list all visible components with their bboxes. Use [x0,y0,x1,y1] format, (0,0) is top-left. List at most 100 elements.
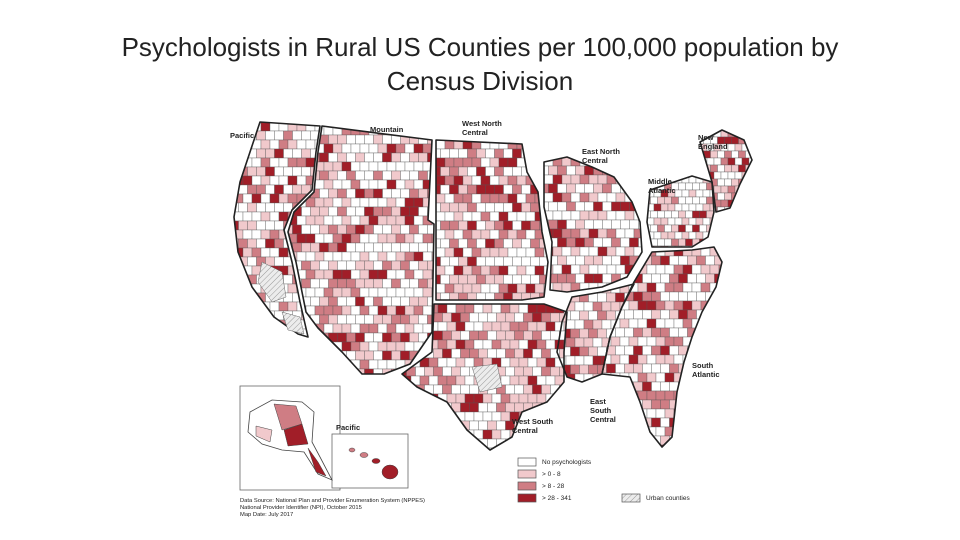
county-cell [442,348,452,359]
county-cell [422,269,433,280]
county-cell [731,206,739,212]
county-cell [673,282,684,293]
county-cell [660,381,670,392]
county-cell [410,411,421,422]
county-cell [464,375,475,386]
county-cell [350,215,361,226]
county-cell [451,312,461,323]
urban-county-area [471,363,503,393]
county-cell [570,346,580,357]
county-cell [741,157,750,166]
county-cell [682,444,693,447]
county-cell [337,188,347,199]
county-cell [569,439,578,448]
county-cell [700,408,711,419]
county-cell [491,447,502,450]
county-cell [489,265,500,276]
county-cell [507,211,518,222]
county-cell [455,304,466,314]
county-cell [328,134,338,145]
county-cell [314,305,325,316]
county-cell [514,312,524,323]
county-cell [422,305,433,316]
county-cell [413,287,424,298]
county-cell [260,175,271,186]
county-cell [377,197,388,208]
county-cell [386,341,397,352]
county-cell [494,148,504,159]
county-cell [619,408,630,419]
county-cell [682,408,693,419]
county-cell [681,217,690,226]
county-cell [559,402,567,413]
county-cell [570,364,580,375]
county-cell [373,350,383,361]
county-cell [667,203,676,212]
county-cell [593,237,603,248]
county-cell [592,337,603,348]
county-cell [561,210,572,221]
county-cell [337,278,347,289]
county-cell [602,444,612,447]
county-cell [427,224,434,235]
county-cell [382,152,392,163]
county-cell [462,211,473,222]
county-cell [359,305,370,316]
county-cell [355,134,365,145]
county-cell [518,321,529,332]
county-cell [530,220,540,231]
county-cell [287,157,298,168]
county-cell [234,247,235,258]
county-cell [341,143,352,154]
county-cell [593,201,603,212]
county-cell [597,264,608,275]
county-cell [615,381,625,392]
county-cell [574,319,585,330]
county-cell [476,274,486,285]
county-cell [256,184,266,195]
county-cell [720,157,729,166]
county-cell [554,321,565,332]
county-cell [364,314,374,325]
county-cell [373,242,383,253]
alaska-region-c [307,447,327,477]
division-outlines [233,121,753,451]
county-cell [419,393,430,404]
county-cell [615,246,626,257]
county-cell [687,291,697,302]
county-cell [355,170,365,181]
county-cell [288,368,293,374]
county-cell [624,345,634,356]
county-cell [234,301,235,312]
county-cell [404,269,415,280]
county-cell [521,202,531,213]
county-cell [260,319,271,330]
county-cell [350,323,361,334]
county-cell [234,122,235,132]
county-cell [566,201,576,212]
county-cell [410,429,421,440]
county-cell [377,305,388,316]
county-cell [674,189,683,198]
county-cell [536,429,547,440]
county-cell [328,152,338,163]
county-cell [489,283,500,294]
county-cell [404,197,415,208]
county-cell [738,206,746,212]
county-cell [453,247,464,258]
county-cell [462,193,473,204]
county-cell [482,304,493,314]
county-cell [451,384,461,395]
county-cell [373,332,383,343]
county-cell [314,341,325,352]
county-cell [310,260,320,271]
county-cell [413,197,424,208]
county-cell [368,233,379,244]
county-cell [278,301,289,312]
county-cell [500,375,511,386]
county-cell [642,399,652,410]
county-cell [705,273,715,284]
county-cell [561,264,572,275]
county-cell [437,304,448,314]
county-cell [570,328,580,339]
